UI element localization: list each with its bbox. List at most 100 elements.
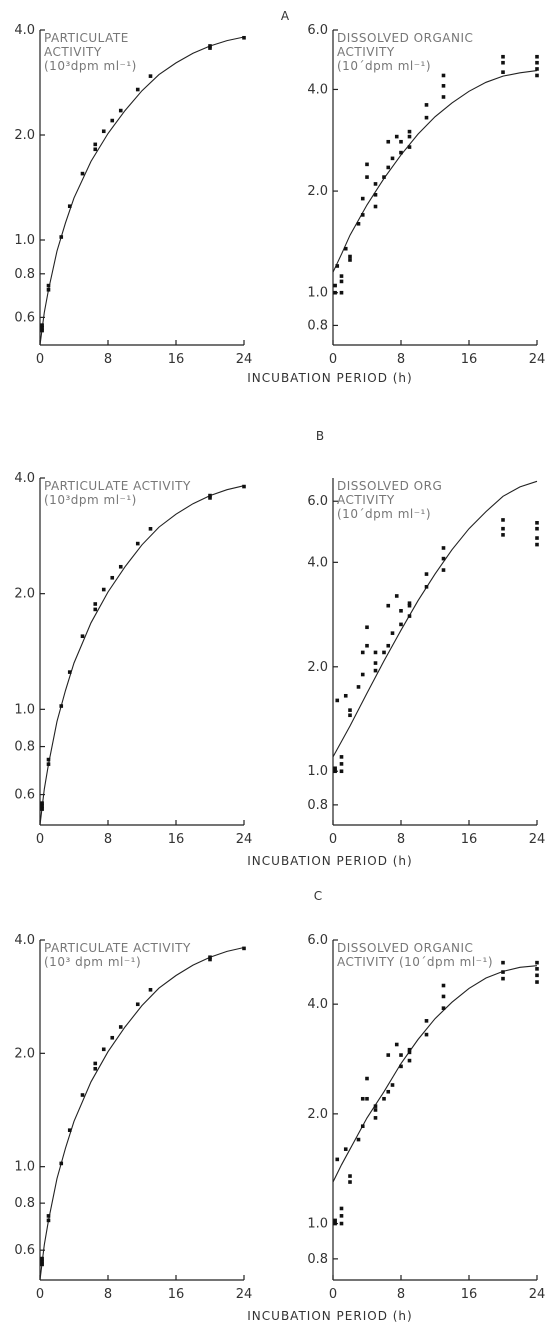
data-point — [407, 603, 412, 608]
data-point — [424, 1019, 429, 1023]
fit-curve — [332, 965, 538, 1183]
x-tick-label: 8 — [104, 1287, 112, 1302]
data-point — [208, 44, 212, 48]
data-point — [394, 134, 399, 139]
data-point — [424, 572, 429, 576]
panel-title-line: ACTIVITY — [337, 493, 395, 507]
data-point — [535, 67, 539, 71]
y-tick-label: 2.0 — [307, 1107, 328, 1122]
data-point — [40, 323, 44, 327]
data-point — [335, 698, 340, 703]
data-point — [535, 960, 539, 965]
data-point — [333, 766, 337, 771]
data-point — [46, 757, 51, 762]
data-point — [441, 1006, 446, 1010]
data-point — [59, 235, 64, 239]
data-point — [399, 1053, 403, 1057]
panel-title-line: DISSOLVED ORGANIC — [337, 941, 473, 955]
data-point — [148, 74, 153, 78]
data-point — [441, 73, 446, 78]
data-point — [373, 1116, 378, 1120]
data-point — [382, 650, 386, 655]
x-tick-label: 24 — [529, 352, 546, 367]
data-point — [424, 1032, 429, 1037]
data-point — [356, 221, 361, 226]
data-point — [390, 1083, 395, 1087]
data-point — [339, 1221, 344, 1226]
data-point — [208, 957, 212, 962]
data-point — [208, 493, 212, 498]
data-point — [40, 326, 44, 330]
panel-letter: A — [281, 9, 290, 23]
y-tick-label: 0.8 — [14, 267, 35, 282]
x-tick-label: 24 — [236, 1287, 253, 1302]
data-point — [535, 536, 539, 540]
x-tick-label: 0 — [36, 832, 44, 847]
x-axis-label: INCUBATION PERIOD (h) — [247, 1309, 412, 1323]
data-point — [339, 279, 344, 284]
data-point — [242, 946, 246, 951]
data-point — [135, 87, 140, 92]
x-axis-label: INCUBATION PERIOD (h) — [247, 854, 412, 868]
panel-title-line: (10³ dpm ml⁻¹) — [44, 955, 141, 969]
panel-title-line: (10´dpm ml⁻¹) — [337, 507, 431, 521]
data-point — [399, 622, 403, 627]
data-point — [333, 769, 337, 774]
data-point — [101, 587, 106, 592]
data-point — [46, 287, 51, 292]
data-point — [373, 650, 378, 655]
data-point — [46, 283, 51, 288]
data-point — [386, 1089, 391, 1094]
data-point — [208, 496, 212, 500]
data-point — [93, 142, 98, 147]
y-tick-label: 2.0 — [307, 184, 328, 199]
x-tick-label: 8 — [104, 832, 112, 847]
data-point — [40, 1256, 44, 1261]
y-tick-label: 0.8 — [307, 798, 328, 813]
data-point — [40, 804, 44, 808]
x-tick-label: 0 — [329, 1287, 337, 1302]
data-point — [148, 527, 153, 531]
panel-letter: C — [314, 889, 322, 903]
y-tick-label: 6.0 — [307, 933, 328, 948]
y-tick-label: 6.0 — [307, 494, 328, 509]
data-point — [333, 1221, 337, 1226]
x-axis-label: INCUBATION PERIOD (h) — [247, 371, 412, 385]
data-point — [339, 769, 344, 774]
fit-curve — [332, 480, 538, 758]
panel-title-line: (10³dpm ml⁻¹) — [44, 59, 137, 73]
data-point — [333, 1218, 337, 1223]
data-point — [382, 175, 386, 179]
panel-letter: B — [316, 429, 324, 443]
data-point — [441, 994, 446, 999]
y-tick-label: 0.6 — [14, 788, 35, 803]
data-point — [59, 1161, 64, 1166]
data-point — [93, 1066, 98, 1071]
panel-title-line: PARTICULATE ACTIVITY — [44, 479, 191, 493]
x-tick-label: 8 — [397, 1287, 405, 1302]
data-point — [535, 73, 539, 78]
data-point — [501, 533, 505, 537]
data-point — [67, 670, 72, 674]
data-point — [373, 204, 378, 209]
data-point — [242, 35, 246, 40]
y-tick-label: 1.0 — [307, 1217, 328, 1232]
data-point — [67, 204, 72, 208]
data-point — [339, 762, 344, 766]
data-point — [360, 213, 365, 217]
y-tick-label: 4.0 — [307, 555, 328, 570]
data-point — [373, 1108, 378, 1112]
data-point — [365, 1096, 369, 1101]
panel-title-line: ACTIVITY — [337, 45, 395, 59]
panel-title-line: PARTICULATE ACTIVITY — [44, 941, 191, 955]
fit-curve — [39, 36, 245, 346]
y-tick-label: 4.0 — [14, 933, 35, 948]
data-point — [110, 118, 115, 123]
y-tick-label: 2.0 — [307, 660, 328, 675]
data-point — [333, 283, 337, 288]
y-tick-label: 1.0 — [14, 1160, 35, 1175]
data-point — [501, 60, 505, 65]
data-point — [339, 1206, 344, 1211]
data-point — [348, 258, 352, 262]
